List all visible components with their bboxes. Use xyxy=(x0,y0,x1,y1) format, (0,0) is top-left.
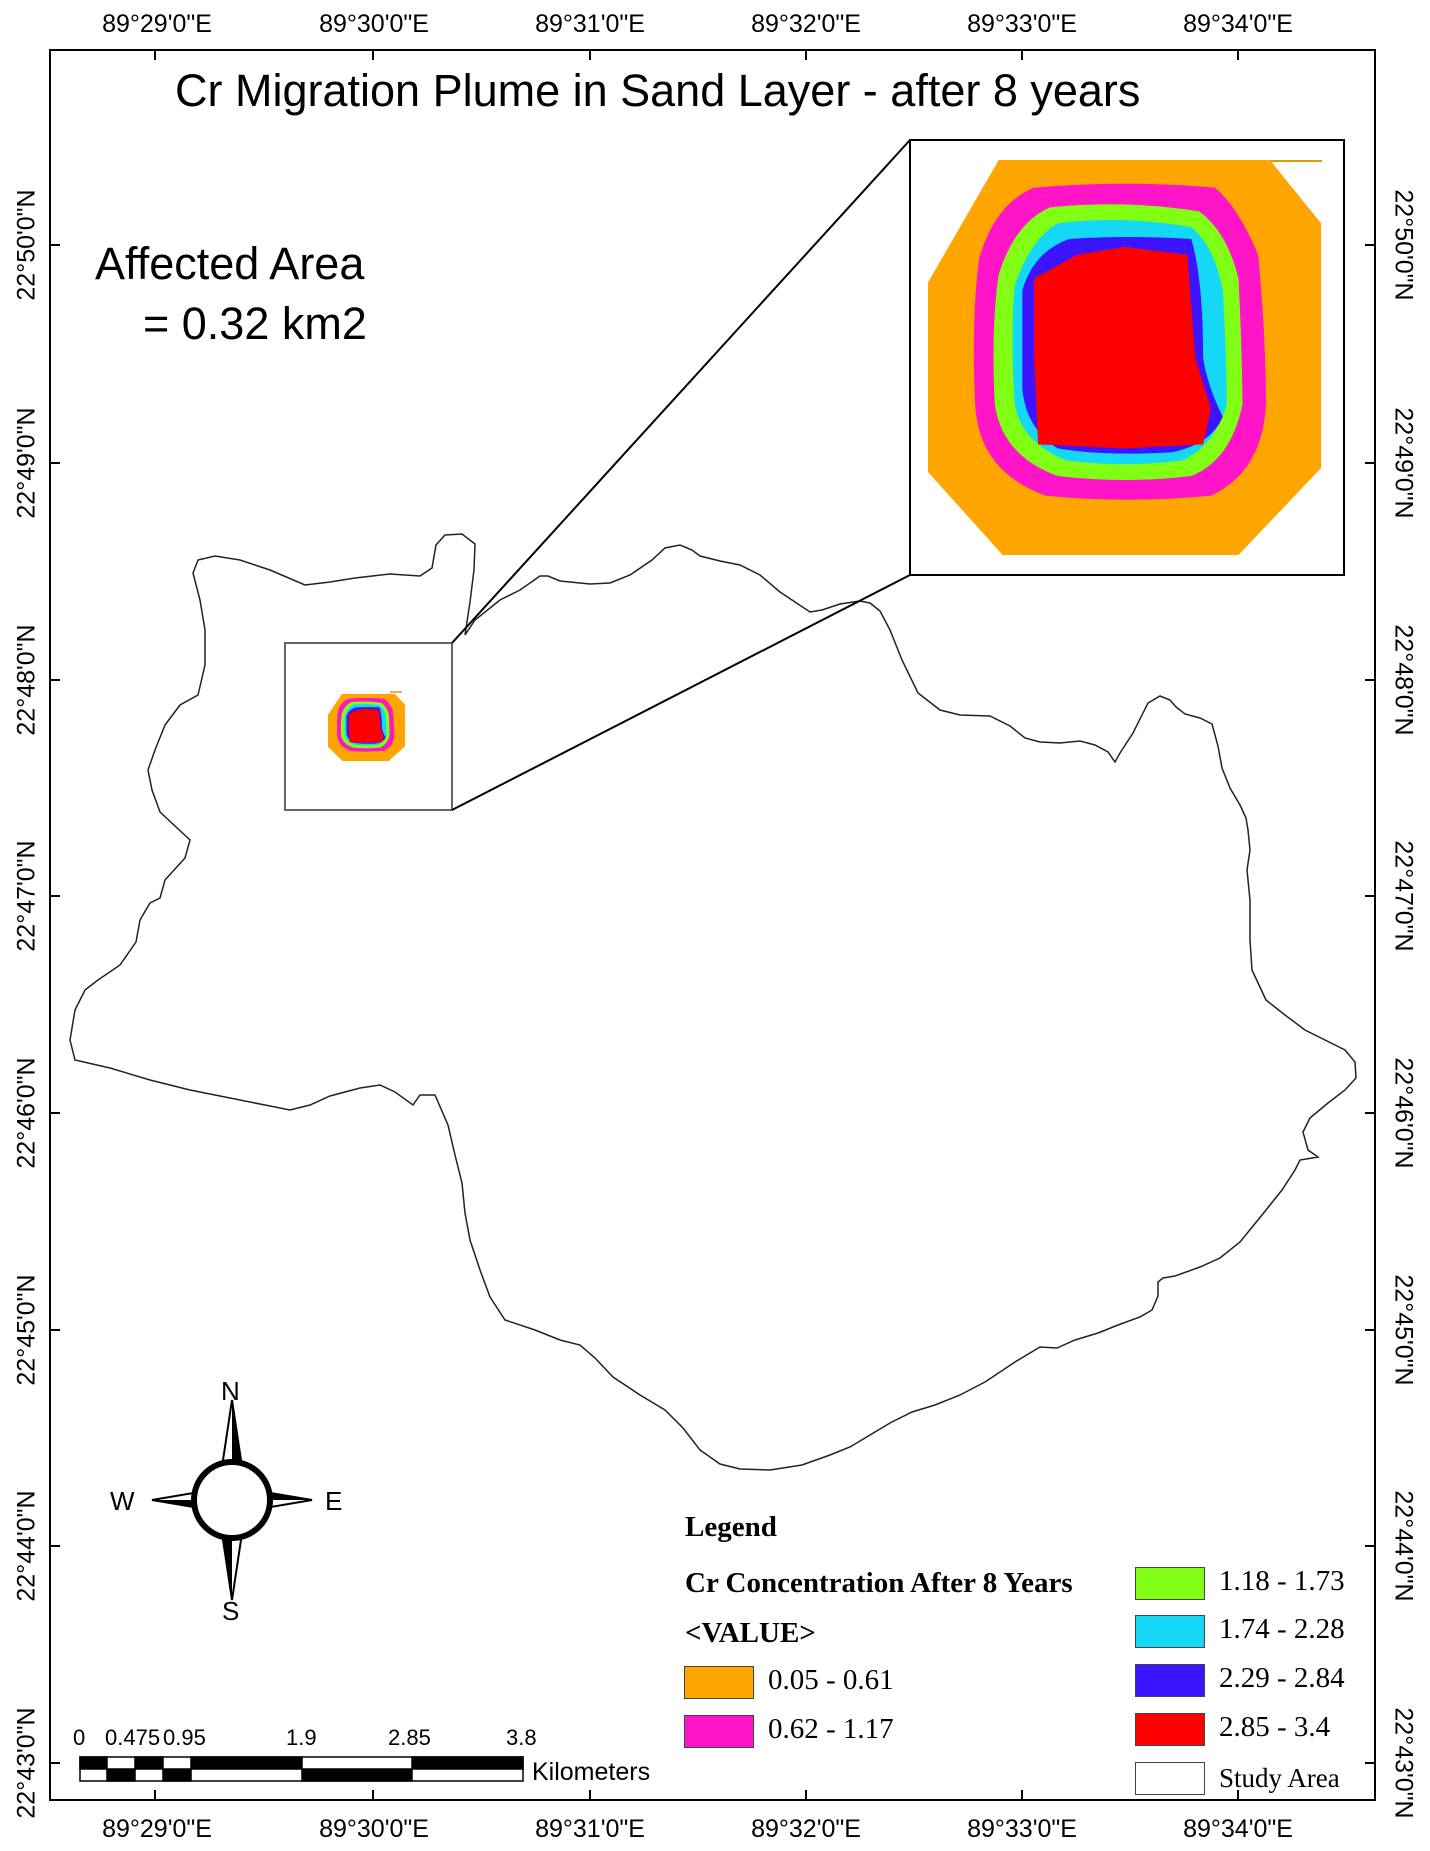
compass-north-label: N xyxy=(221,1376,240,1406)
lat-tick-label: 22°45'0"N xyxy=(12,1274,41,1386)
scale-label: 0.95 xyxy=(163,1725,206,1750)
legend-swatch xyxy=(1135,1615,1205,1648)
scale-label: 3.8 xyxy=(506,1725,537,1750)
legend-field-name: <VALUE> xyxy=(685,1617,816,1649)
map-frame xyxy=(49,49,1376,1801)
legend-swatch-study-area xyxy=(1135,1762,1205,1795)
lon-tick-label: 89°33'0"E xyxy=(967,1815,1077,1843)
legend-heading: Legend xyxy=(685,1511,777,1543)
legend-class-label: 2.29 - 2.84 xyxy=(1219,1662,1345,1694)
legend-class-label: 1.74 - 2.28 xyxy=(1219,1613,1345,1645)
compass-east-label: E xyxy=(325,1486,343,1516)
legend-class-label: 0.62 - 1.17 xyxy=(768,1713,894,1745)
lat-tick-label: 22°43'0"N xyxy=(1389,1707,1418,1819)
lon-tick-label: 89°32'0"E xyxy=(751,10,861,38)
scale-unit: Kilometers xyxy=(532,1758,651,1786)
lat-tick-label: 22°44'0"N xyxy=(12,1490,41,1602)
lon-tick-label: 89°31'0"E xyxy=(535,10,645,38)
legend-swatch xyxy=(684,1666,754,1699)
plume-inset xyxy=(928,160,1321,555)
lat-tick-label: 22°47'0"N xyxy=(1389,840,1418,952)
lat-tick-label: 22°46'0"N xyxy=(1389,1057,1418,1169)
scale-label: 0.475 xyxy=(105,1725,161,1750)
legend-swatch xyxy=(684,1715,754,1748)
scale-label: 2.85 xyxy=(388,1725,431,1750)
lon-tick-label: 89°29'0"E xyxy=(102,10,212,38)
inset-extent-box xyxy=(284,642,453,811)
affected-area-label: Affected Area xyxy=(95,238,365,289)
lon-tick-label: 89°30'0"E xyxy=(319,10,429,38)
lat-tick-label: 22°48'0"N xyxy=(12,624,41,736)
lat-tick-label: 22°43'0"N xyxy=(12,1707,41,1819)
lat-tick-label: 22°46'0"N xyxy=(12,1057,41,1169)
compass-south-label: S xyxy=(222,1596,240,1626)
map-title: Cr Migration Plume in Sand Layer - after… xyxy=(175,65,1141,116)
lon-tick-label: 89°32'0"E xyxy=(751,1815,861,1843)
legend-swatch xyxy=(1135,1713,1205,1746)
lon-tick-label: 89°33'0"E xyxy=(967,10,1077,38)
legend-class-label: 0.05 - 0.61 xyxy=(768,1664,894,1696)
lon-tick-label: 89°34'0"E xyxy=(1183,10,1293,38)
lat-tick-label: 22°50'0"N xyxy=(12,189,41,301)
inset-connector-top xyxy=(451,139,911,644)
legend-class-label: 1.18 - 1.73 xyxy=(1219,1565,1345,1597)
lat-tick-label: 22°49'0"N xyxy=(12,407,41,519)
graticule-ticks xyxy=(50,50,1375,1800)
study-area-boundary xyxy=(69,533,1357,1471)
legend-class-label: 2.85 - 3.4 xyxy=(1219,1711,1331,1743)
lat-tick-label: 22°49'0"N xyxy=(1389,407,1418,519)
affected-area-value: = 0.32 km2 xyxy=(143,298,367,349)
legend-study-area-label: Study Area xyxy=(1219,1763,1340,1793)
lon-tick-label: 89°34'0"E xyxy=(1183,1815,1293,1843)
compass-west-label: W xyxy=(110,1486,135,1516)
plume-small xyxy=(328,694,405,761)
legend-swatch xyxy=(1135,1567,1205,1600)
scale-bar xyxy=(79,1756,524,1782)
lon-tick-label: 89°30'0"E xyxy=(319,1815,429,1843)
scale-label: 0 xyxy=(73,1725,86,1750)
lon-tick-label: 89°29'0"E xyxy=(102,1815,212,1843)
legend-layer-name: Cr Concentration After 8 Years xyxy=(685,1567,1073,1599)
lat-tick-label: 22°48'0"N xyxy=(1389,624,1418,736)
lat-tick-label: 22°45'0"N xyxy=(1389,1274,1418,1386)
legend-swatch xyxy=(1135,1664,1205,1697)
inset-connector-bottom xyxy=(451,574,911,811)
lat-tick-label: 22°44'0"N xyxy=(1389,1490,1418,1602)
north-arrow xyxy=(151,1399,313,1601)
lat-tick-label: 22°47'0"N xyxy=(12,840,41,952)
lon-tick-label: 89°31'0"E xyxy=(535,1815,645,1843)
lat-tick-label: 22°50'0"N xyxy=(1389,189,1418,301)
scale-label: 1.9 xyxy=(286,1725,317,1750)
